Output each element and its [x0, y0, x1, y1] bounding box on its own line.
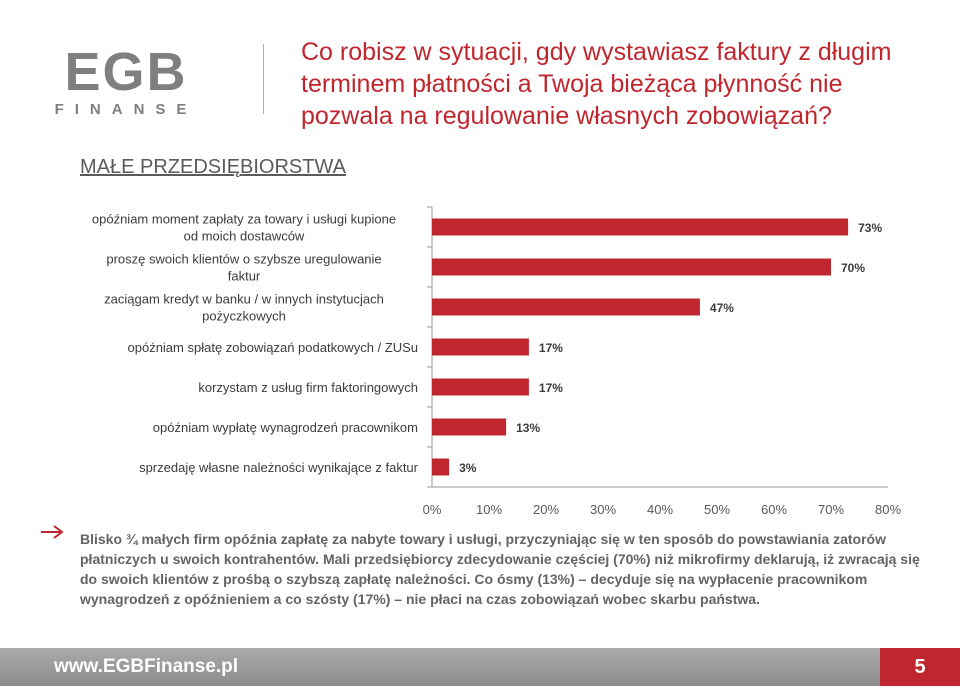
footer-website-link[interactable]: www.EGBFinanse.pl: [54, 656, 239, 677]
data-label-5: 17%: [539, 381, 563, 395]
bar-4: [432, 338, 529, 356]
data-label-3: 47%: [710, 301, 734, 315]
data-label-6: 13%: [516, 421, 540, 435]
x-tick-label-7: 60%: [761, 502, 787, 517]
section-label: MAŁE PRZEDSIĘBIORSTWA: [80, 156, 346, 178]
x-tick-label-3: 20%: [533, 502, 559, 517]
category-label-7: sprzedaję własne należności wynikające z…: [139, 460, 419, 475]
category-label-1-line-2: od moich dostawców: [184, 229, 305, 244]
x-tick-label-1: 0%: [423, 502, 442, 517]
data-label-4: 17%: [539, 341, 563, 355]
bar-2: [432, 258, 831, 276]
x-tick-label-5: 40%: [647, 502, 673, 517]
egb-finanse-logo: EGB FINANSE: [36, 40, 216, 120]
bar-6: [432, 418, 507, 436]
x-tick-label-6: 50%: [704, 502, 730, 517]
category-label-3-line-2: pożyczkowych: [202, 309, 286, 324]
logo-text: EGB: [64, 42, 187, 102]
arrow-right-icon: [41, 525, 64, 539]
data-label-1: 73%: [858, 221, 882, 235]
category-label-2-line-2: faktur: [228, 269, 261, 284]
bar-7: [432, 458, 450, 476]
category-label-1-line-1: opóźniam moment zapłaty za towary i usłu…: [92, 212, 396, 227]
category-label-6: opóźniam wypłatę wynagrodzeń pracownikom: [153, 420, 418, 435]
bar-5: [432, 378, 529, 396]
bar-3: [432, 298, 700, 316]
category-label-2-line-1: proszę swoich klientów o szybsze uregulo…: [106, 252, 381, 267]
logo-graphic: EGB FINANSE: [55, 42, 198, 118]
summary-text: Blisko ¾ małych firm opóźnia zapłatę za …: [80, 531, 920, 607]
x-tick-label-2: 10%: [476, 502, 502, 517]
footer: www.EGBFinanse.pl 5: [0, 648, 960, 686]
data-label-2: 70%: [841, 261, 865, 275]
data-label-7: 3%: [459, 461, 477, 475]
logo-subtext: FINANSE: [55, 101, 198, 118]
page-number: 5: [880, 648, 960, 686]
bar-chart: 73% opóźniam moment zapłaty za towary i u…: [92, 206, 901, 517]
category-label-4: opóźniam spłatę zobowiązań podatkowych /…: [128, 340, 419, 355]
page-title: Co robisz w sytuacji, gdy wystawiasz fak…: [301, 38, 892, 130]
category-label-5: korzystam z usług firm faktoringowych: [198, 380, 418, 395]
x-tick-label-9: 80%: [875, 502, 901, 517]
logo-divider: [263, 44, 264, 114]
category-label-3-line-1: zaciągam kredyt w banku / w innych insty…: [104, 292, 384, 307]
bar-1: [432, 218, 849, 236]
x-tick-label-4: 30%: [590, 502, 616, 517]
x-tick-label-8: 70%: [818, 502, 844, 517]
